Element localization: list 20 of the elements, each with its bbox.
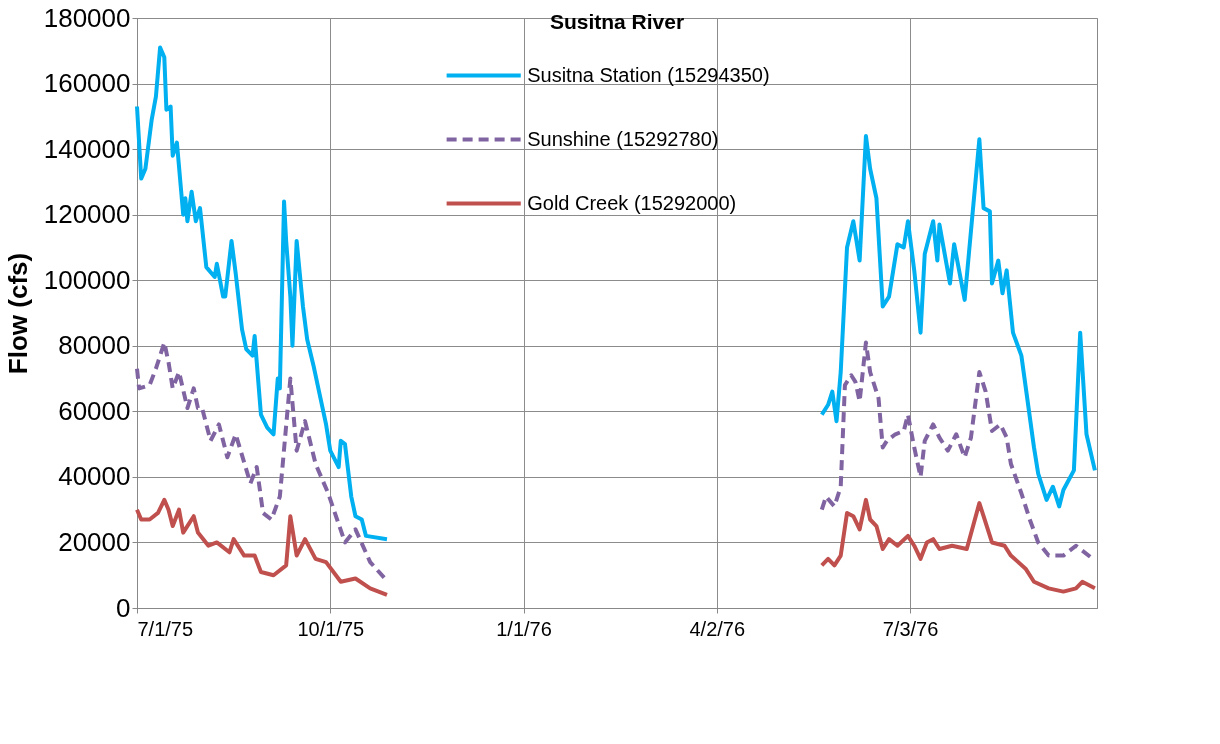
y-axis-title: Flow (cfs)	[2, 252, 33, 375]
x-tick-label: 7/3/76	[882, 617, 939, 640]
y-tick-label: 120000	[43, 199, 131, 230]
y-tick-label: 160000	[43, 68, 131, 99]
y-tick-label: 60000	[58, 395, 131, 426]
legend-label: Gold Creek (15292000)	[527, 191, 737, 214]
y-tick-label: 140000	[43, 133, 131, 164]
y-tick-label: 40000	[58, 461, 131, 492]
y-tick-label: 80000	[58, 330, 131, 361]
x-tick-label: 1/1/76	[496, 617, 552, 640]
x-tick-label: 7/1/75	[137, 617, 194, 640]
legend-label: Susitna Station (15294350)	[527, 63, 770, 86]
y-tick-label: 180000	[43, 2, 131, 33]
legend-label: Sunshine (15292780)	[527, 127, 719, 150]
chart-title: Susitna River	[549, 10, 685, 33]
y-tick-label: 20000	[58, 526, 131, 557]
y-tick-label: 0	[116, 592, 131, 623]
x-tick-label: 4/2/76	[689, 617, 746, 640]
y-tick-label: 100000	[43, 264, 131, 295]
x-tick-label: 10/1/75	[297, 617, 365, 640]
